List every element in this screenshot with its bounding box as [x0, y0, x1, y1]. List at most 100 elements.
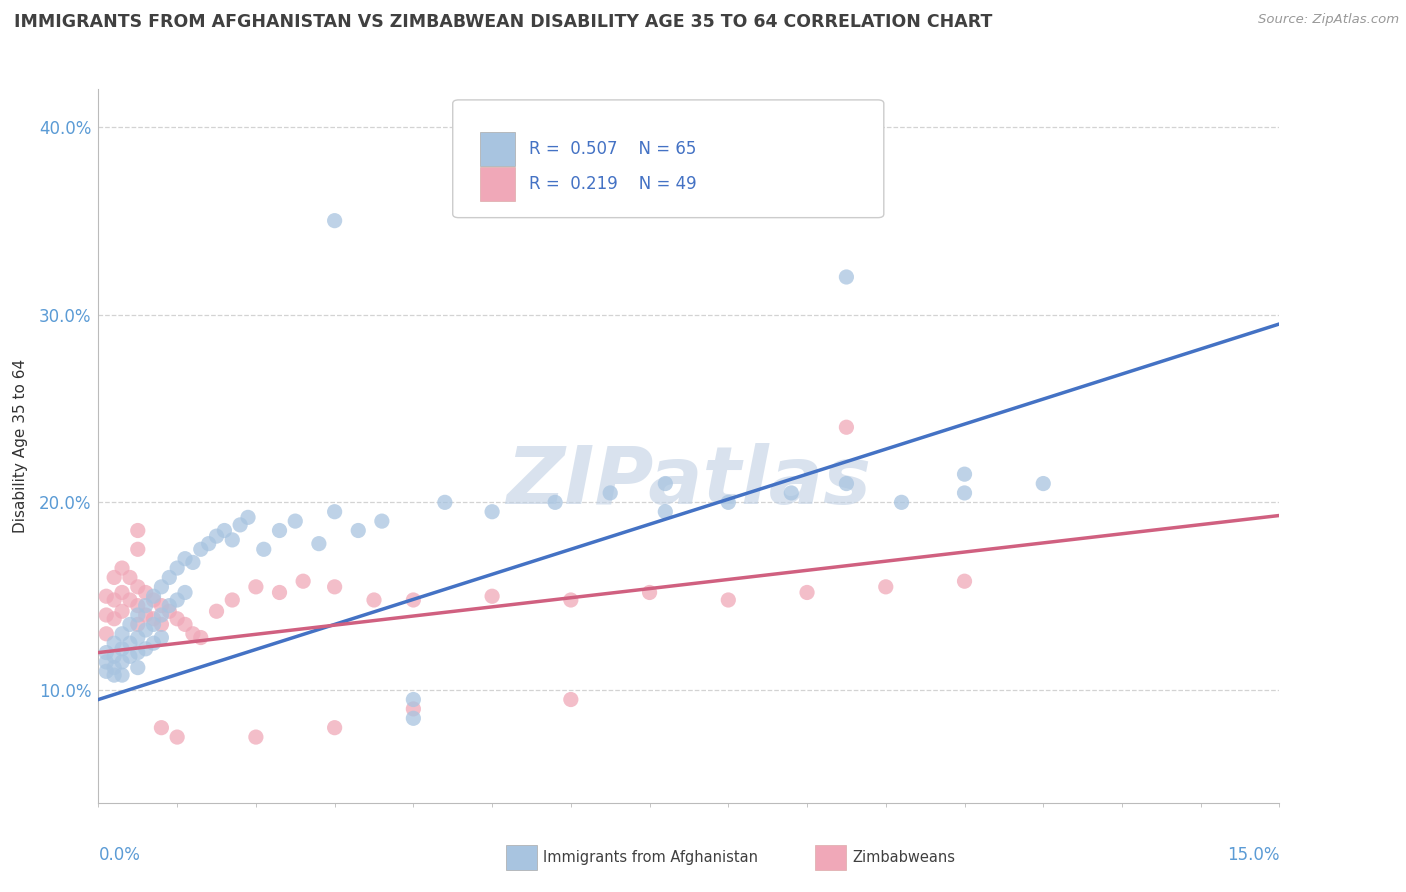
Point — [150, 631, 173, 645]
Bar — [479, 167, 516, 202]
Point — [953, 467, 976, 482]
Point — [953, 486, 976, 500]
Point — [638, 585, 661, 599]
Point — [96, 607, 118, 622]
Point — [654, 505, 676, 519]
Point — [323, 213, 346, 227]
Point — [127, 607, 149, 622]
Point — [127, 617, 149, 632]
Point — [111, 641, 134, 656]
Point — [214, 524, 236, 538]
FancyBboxPatch shape — [453, 100, 884, 218]
Point — [371, 514, 394, 528]
Point — [347, 524, 370, 538]
Point — [118, 649, 141, 664]
Point — [103, 649, 125, 664]
Point — [599, 486, 621, 500]
Y-axis label: Disability Age 35 to 64: Disability Age 35 to 64 — [13, 359, 28, 533]
Point — [96, 655, 118, 669]
Text: Zimbabweans: Zimbabweans — [852, 850, 955, 864]
Point — [127, 660, 149, 674]
Point — [127, 646, 149, 660]
Point — [157, 570, 180, 584]
Point — [174, 585, 197, 599]
Point — [127, 580, 149, 594]
Text: R =  0.219    N = 49: R = 0.219 N = 49 — [530, 175, 697, 193]
Point — [118, 636, 141, 650]
Point — [481, 589, 503, 603]
Point — [142, 612, 165, 626]
Point — [150, 599, 173, 613]
Text: R =  0.507    N = 65: R = 0.507 N = 65 — [530, 140, 697, 158]
Point — [654, 476, 676, 491]
Point — [544, 495, 567, 509]
Point — [402, 593, 425, 607]
Point — [363, 593, 385, 607]
Point — [135, 623, 157, 637]
Text: IMMIGRANTS FROM AFGHANISTAN VS ZIMBABWEAN DISABILITY AGE 35 TO 64 CORRELATION CH: IMMIGRANTS FROM AFGHANISTAN VS ZIMBABWEA… — [14, 13, 993, 31]
Text: Immigrants from Afghanistan: Immigrants from Afghanistan — [543, 850, 758, 864]
Point — [323, 580, 346, 594]
Point — [221, 533, 243, 547]
Point — [190, 631, 212, 645]
Point — [181, 556, 204, 570]
Point — [890, 495, 912, 509]
Point — [245, 730, 267, 744]
Point — [103, 570, 125, 584]
Point — [181, 627, 204, 641]
Point — [284, 514, 307, 528]
Point — [166, 593, 188, 607]
Point — [111, 585, 134, 599]
Point — [205, 604, 228, 618]
Point — [197, 536, 219, 550]
Point — [1032, 476, 1054, 491]
Point — [111, 668, 134, 682]
Point — [174, 617, 197, 632]
Bar — [479, 132, 516, 166]
Point — [103, 660, 125, 674]
Point — [142, 617, 165, 632]
Point — [96, 665, 118, 679]
Point — [481, 505, 503, 519]
Point — [835, 270, 858, 285]
Point — [135, 599, 157, 613]
Text: ZIPatlas: ZIPatlas — [506, 442, 872, 521]
Point — [205, 529, 228, 543]
Point — [111, 604, 134, 618]
Point — [96, 589, 118, 603]
Point — [835, 476, 858, 491]
Point — [269, 524, 291, 538]
Point — [229, 517, 252, 532]
Point — [245, 580, 267, 594]
Point — [135, 585, 157, 599]
Point — [127, 524, 149, 538]
Point — [142, 636, 165, 650]
Point — [150, 721, 173, 735]
Point — [433, 495, 456, 509]
Point — [174, 551, 197, 566]
Point — [142, 593, 165, 607]
Point — [111, 627, 134, 641]
Text: 0.0%: 0.0% — [98, 846, 141, 863]
Point — [402, 711, 425, 725]
Point — [166, 730, 188, 744]
Point — [135, 641, 157, 656]
Point — [103, 636, 125, 650]
Point — [103, 612, 125, 626]
Text: 15.0%: 15.0% — [1227, 846, 1279, 863]
Point — [150, 617, 173, 632]
Point — [118, 570, 141, 584]
Point — [166, 561, 188, 575]
Point — [127, 631, 149, 645]
Point — [166, 612, 188, 626]
Point — [236, 510, 259, 524]
Point — [875, 580, 897, 594]
Point — [111, 561, 134, 575]
Point — [96, 627, 118, 641]
Point — [402, 692, 425, 706]
Point — [103, 668, 125, 682]
Point — [323, 505, 346, 519]
Point — [780, 486, 803, 500]
Point — [150, 580, 173, 594]
Point — [150, 607, 173, 622]
